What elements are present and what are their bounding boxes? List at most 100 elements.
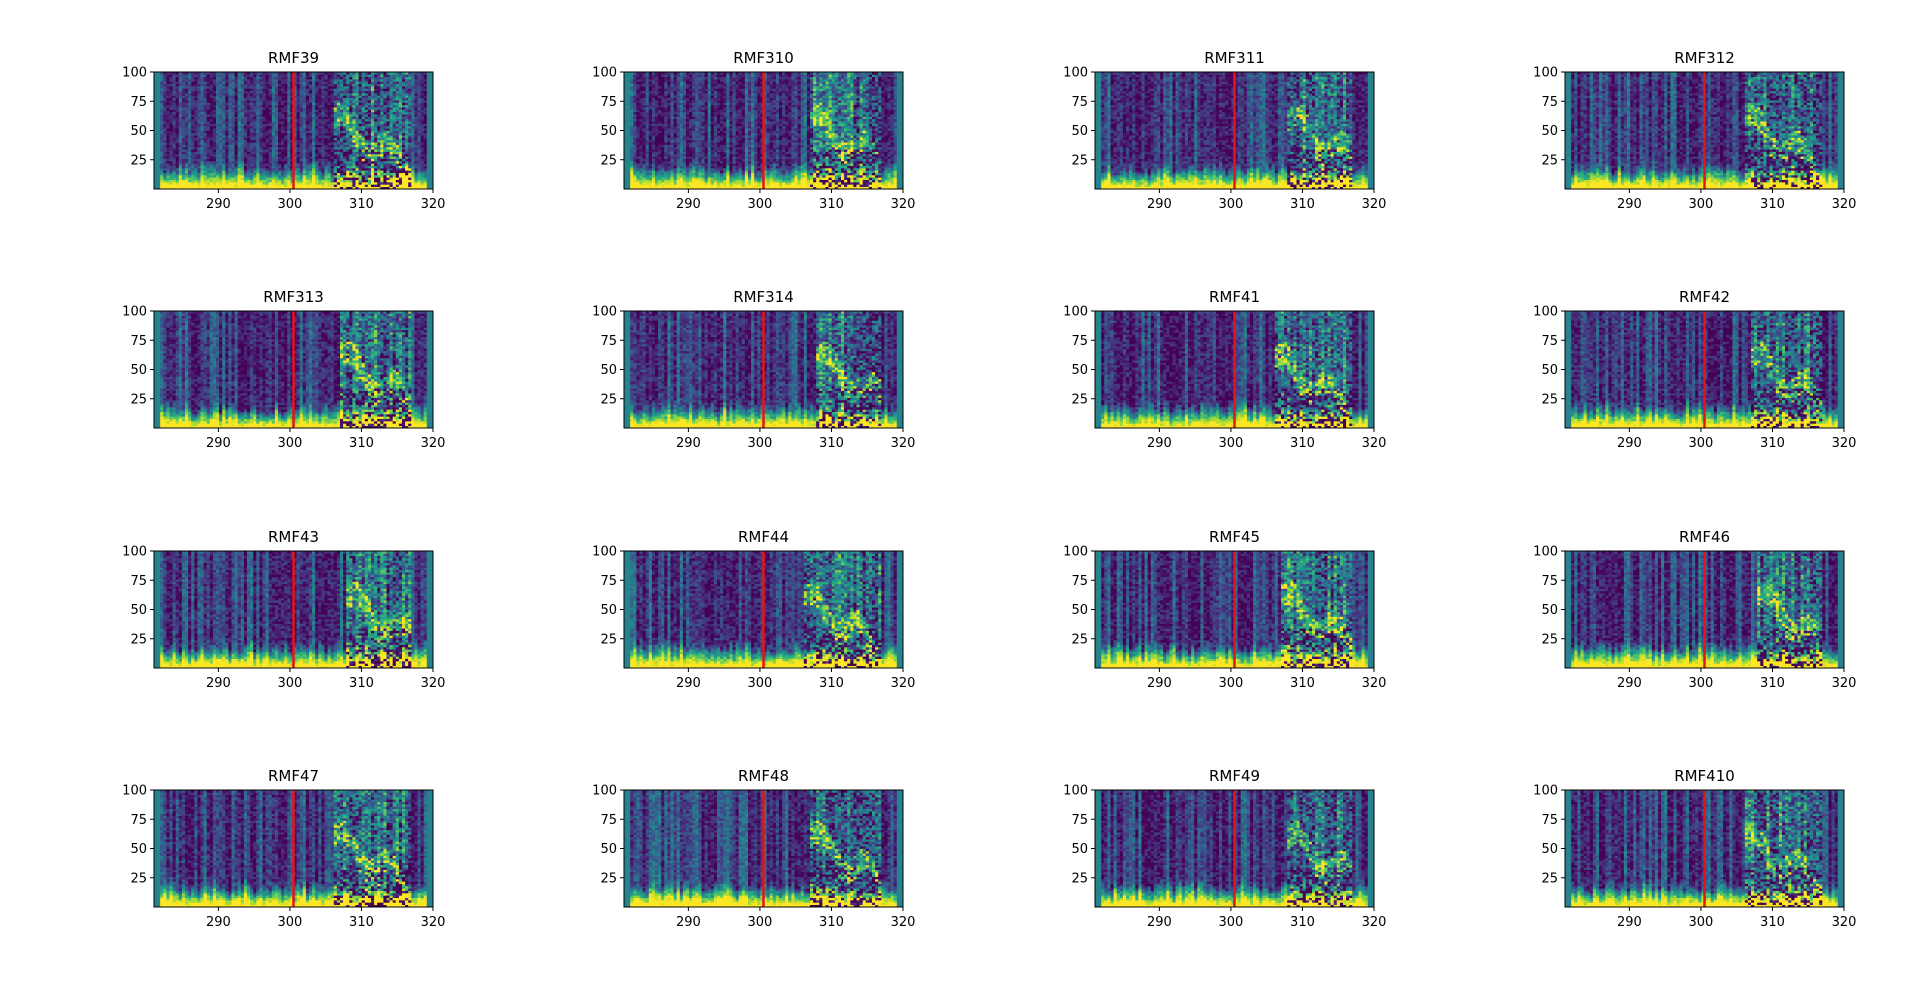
heatmap-cell	[166, 123, 169, 126]
heatmap-cell	[250, 109, 253, 112]
heatmap-cell	[247, 147, 250, 150]
heatmap-cell	[160, 79, 163, 82]
heatmap-cell	[219, 135, 222, 138]
heatmap-cell	[225, 170, 228, 173]
heatmap-cell	[160, 170, 163, 173]
heatmap-cell	[256, 149, 259, 152]
heatmap-cell	[219, 86, 222, 89]
heatmap-cell	[170, 182, 173, 185]
heatmap-cell	[247, 98, 250, 101]
heatmap-cell	[163, 145, 166, 148]
heatmap-cell	[204, 159, 207, 162]
heatmap-cell	[238, 116, 241, 119]
heatmap-cell	[219, 131, 222, 134]
heatmap-cell	[232, 109, 235, 112]
heatmap-cell	[160, 93, 163, 96]
heatmap-cell	[163, 175, 166, 178]
heatmap-cell	[207, 182, 210, 185]
heatmap-cell	[244, 140, 247, 143]
heatmap-cell	[244, 112, 247, 115]
heatmap-cell	[213, 149, 216, 152]
heatmap-cell	[160, 180, 163, 183]
heatmap-cell	[176, 180, 179, 183]
heatmap-cell	[191, 152, 194, 155]
heatmap-cell	[204, 119, 207, 122]
heatmap-cell	[256, 93, 259, 96]
heatmap-cell	[170, 159, 173, 162]
heatmap-cell	[256, 91, 259, 94]
heatmap-cell	[222, 142, 225, 145]
heatmap-cell	[191, 93, 194, 96]
heatmap-cell	[201, 161, 204, 164]
heatmap-cell	[207, 105, 210, 108]
heatmap-cell	[160, 95, 163, 98]
heatmap-cell	[225, 114, 228, 117]
heatmap-cell	[228, 173, 231, 176]
heatmap-cell	[160, 109, 163, 112]
heatmap-cell	[188, 152, 191, 155]
heatmap-cell	[207, 93, 210, 96]
heatmap-cell	[210, 149, 213, 152]
heatmap-cell	[194, 159, 197, 162]
heatmap-cell	[160, 84, 163, 87]
heatmap-cell	[238, 126, 241, 129]
heatmap-cell	[259, 121, 262, 124]
heatmap-cell	[210, 100, 213, 103]
heatmap-cell	[188, 98, 191, 101]
heatmap-cell	[160, 81, 163, 84]
heatmap-cell	[250, 116, 253, 119]
heatmap-cell	[160, 102, 163, 105]
heatmap-cell	[213, 105, 216, 108]
heatmap-cell	[191, 161, 194, 164]
heatmap-cell	[163, 147, 166, 150]
heatmap-cell	[201, 180, 204, 183]
heatmap-cell	[256, 142, 259, 145]
heatmap-cell	[256, 180, 259, 183]
heatmap-cell	[166, 107, 169, 110]
heatmap-cell	[216, 168, 219, 171]
heatmap-cell	[228, 77, 231, 80]
heatmap-cell	[191, 88, 194, 91]
heatmap-cell	[253, 79, 256, 82]
heatmap-cell	[222, 77, 225, 80]
heatmap-cell	[191, 98, 194, 101]
heatmap-cell	[241, 152, 244, 155]
heatmap-cell	[253, 140, 256, 143]
heatmap-cell	[201, 149, 204, 152]
heatmap-cell	[204, 116, 207, 119]
heatmap-cell	[207, 112, 210, 115]
heatmap-cell	[253, 175, 256, 178]
heatmap-cell	[216, 128, 219, 131]
heatmap-cell	[201, 163, 204, 166]
heatmap-cell	[194, 74, 197, 77]
heatmap-cell	[250, 95, 253, 98]
heatmap-cell	[219, 91, 222, 94]
heatmap-cell	[250, 79, 253, 82]
heatmap-cell	[256, 154, 259, 157]
heatmap-cell	[250, 149, 253, 152]
heatmap-cell	[259, 93, 262, 96]
heatmap-cell	[166, 88, 169, 91]
heatmap-cell	[160, 142, 163, 145]
heatmap-cell	[259, 105, 262, 108]
heatmap-cell	[166, 119, 169, 122]
heatmap-cell	[216, 177, 219, 180]
heatmap-cell	[238, 184, 241, 187]
heatmap-cell	[160, 159, 163, 162]
heatmap-cell	[179, 159, 182, 162]
heatmap-cell	[197, 180, 200, 183]
heatmap-cell	[222, 86, 225, 89]
heatmap-cell	[154, 126, 157, 129]
heatmap-cell	[173, 121, 176, 124]
heatmap-cell	[157, 177, 160, 180]
heatmap-cell	[232, 147, 235, 150]
heatmap-cell	[173, 149, 176, 152]
heatmap-cell	[235, 102, 238, 105]
heatmap-cell	[228, 128, 231, 131]
heatmap-cell	[225, 74, 228, 77]
heatmap-cell	[238, 128, 241, 131]
heatmap-cell	[259, 114, 262, 117]
heatmap-cell	[176, 105, 179, 108]
heatmap-cell	[232, 131, 235, 134]
heatmap-cell	[182, 100, 185, 103]
